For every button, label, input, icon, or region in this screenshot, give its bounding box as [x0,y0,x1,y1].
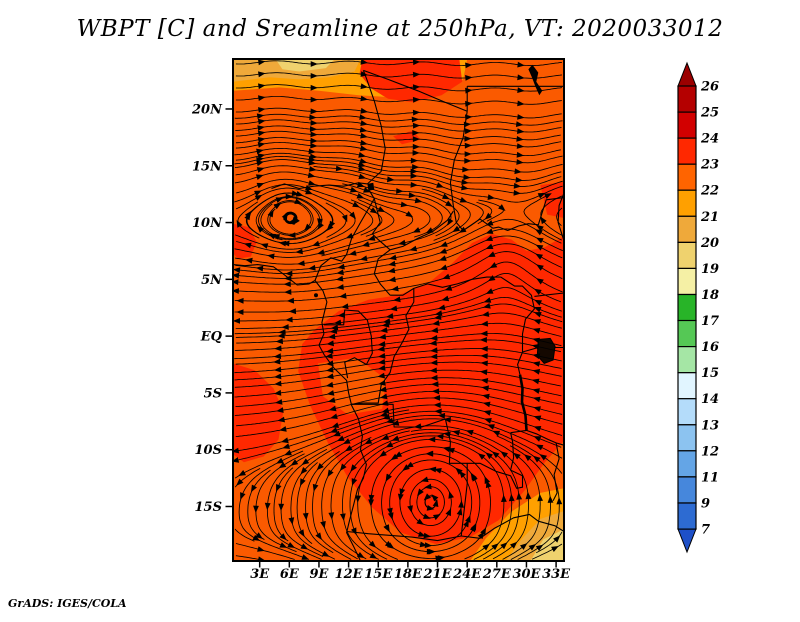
lon-tick-label-24E: 24E [452,567,482,582]
colorbar-segment [677,137,697,165]
colorbar-segment [677,293,697,322]
colorbar-segment [677,424,697,452]
colorbar-label-16: 16 [701,340,719,355]
colorbar-segment [677,319,697,348]
streamline-arrowheads [233,59,563,561]
colorbar-label-25: 25 [700,106,719,121]
colorbar-segment [677,502,697,530]
lon-tick-label-33E: 33E [542,567,571,582]
colorbar-over-arrow [677,61,697,87]
lon-tick-label-18E: 18E [394,567,423,582]
map-frame [232,58,565,562]
lat-tick-label-5S: 5S [204,386,222,401]
colorbar-label-19: 19 [701,262,719,277]
colorbar-segment [677,241,697,270]
colorbar-under-arrow [677,528,697,554]
colorbar-label-17: 17 [701,314,719,329]
lon-tick-label-9E: 9E [309,567,329,582]
colorbar-segment [677,267,697,296]
colorbar-label-12: 12 [701,444,719,459]
colorbar: 26 25 24 23 22 21 20 19 18 17 16 15 14 13 12 11 9 7 [677,61,719,554]
colorbar-label-20: 20 [700,236,719,251]
colorbar-segment [677,85,697,113]
colorbar-label-14: 14 [701,392,719,407]
lon-tick-label-27E: 27E [482,567,512,582]
lat-tick-label-EQ: EQ [200,330,223,345]
colorbar-segment [677,372,697,400]
lat-tick-label-10S: 10S [195,443,222,458]
lon-tick-label-3E: 3E [250,567,270,582]
map-area [233,59,564,561]
lat-tick-label-15S: 15S [195,500,222,515]
lake-tanganyika [518,374,528,431]
colorbar-segment [677,398,697,426]
lat-tick-label-5N: 5N [201,273,223,288]
colorbar-label-13: 13 [701,418,719,433]
streamlines [234,60,563,561]
axes [225,108,557,568]
colorbar-label-11: 11 [701,470,719,485]
grads-attribution: GrADS: IGES/COLA [8,597,127,610]
lake-chad [367,182,375,191]
colorbar-segment [677,111,697,139]
colorbar-label-21: 21 [700,210,719,225]
colorbar-label-18: 18 [701,288,719,303]
lon-tick-label-30E: 30E [512,567,541,582]
colorbar-segment [677,215,697,244]
colorbar-segment [677,450,697,478]
lon-tick-label-21E: 21E [423,567,453,582]
colorbar-label-7: 7 [701,523,710,538]
lon-tick-label-15E: 15E [364,567,393,582]
lat-tick-label-10N: 10N [192,216,223,231]
colorbar-segment [677,163,697,191]
colorbar-segment [677,476,697,504]
lat-tick-label-15N: 15N [192,159,223,174]
lake-nasser [528,64,543,96]
colorbar-label-23: 23 [700,158,719,173]
lon-tick-label-12E: 12E [335,567,364,582]
colorbar-label-15: 15 [701,366,719,381]
plot-title: WBPT [C] and Sreamline at 250hPa, VT: 20… [76,16,724,42]
colorbar-segment [677,346,697,374]
lat-tick-label-20N: 20N [191,102,223,117]
lon-tick-label-6E: 6E [280,567,300,582]
colorbar-label-24: 24 [700,132,719,147]
colorbar-label-22: 22 [700,184,719,199]
bioko-island [313,293,318,298]
colorbar-label-26: 26 [700,80,719,95]
colorbar-segment [677,189,697,217]
colorbar-label-9: 9 [701,497,710,512]
